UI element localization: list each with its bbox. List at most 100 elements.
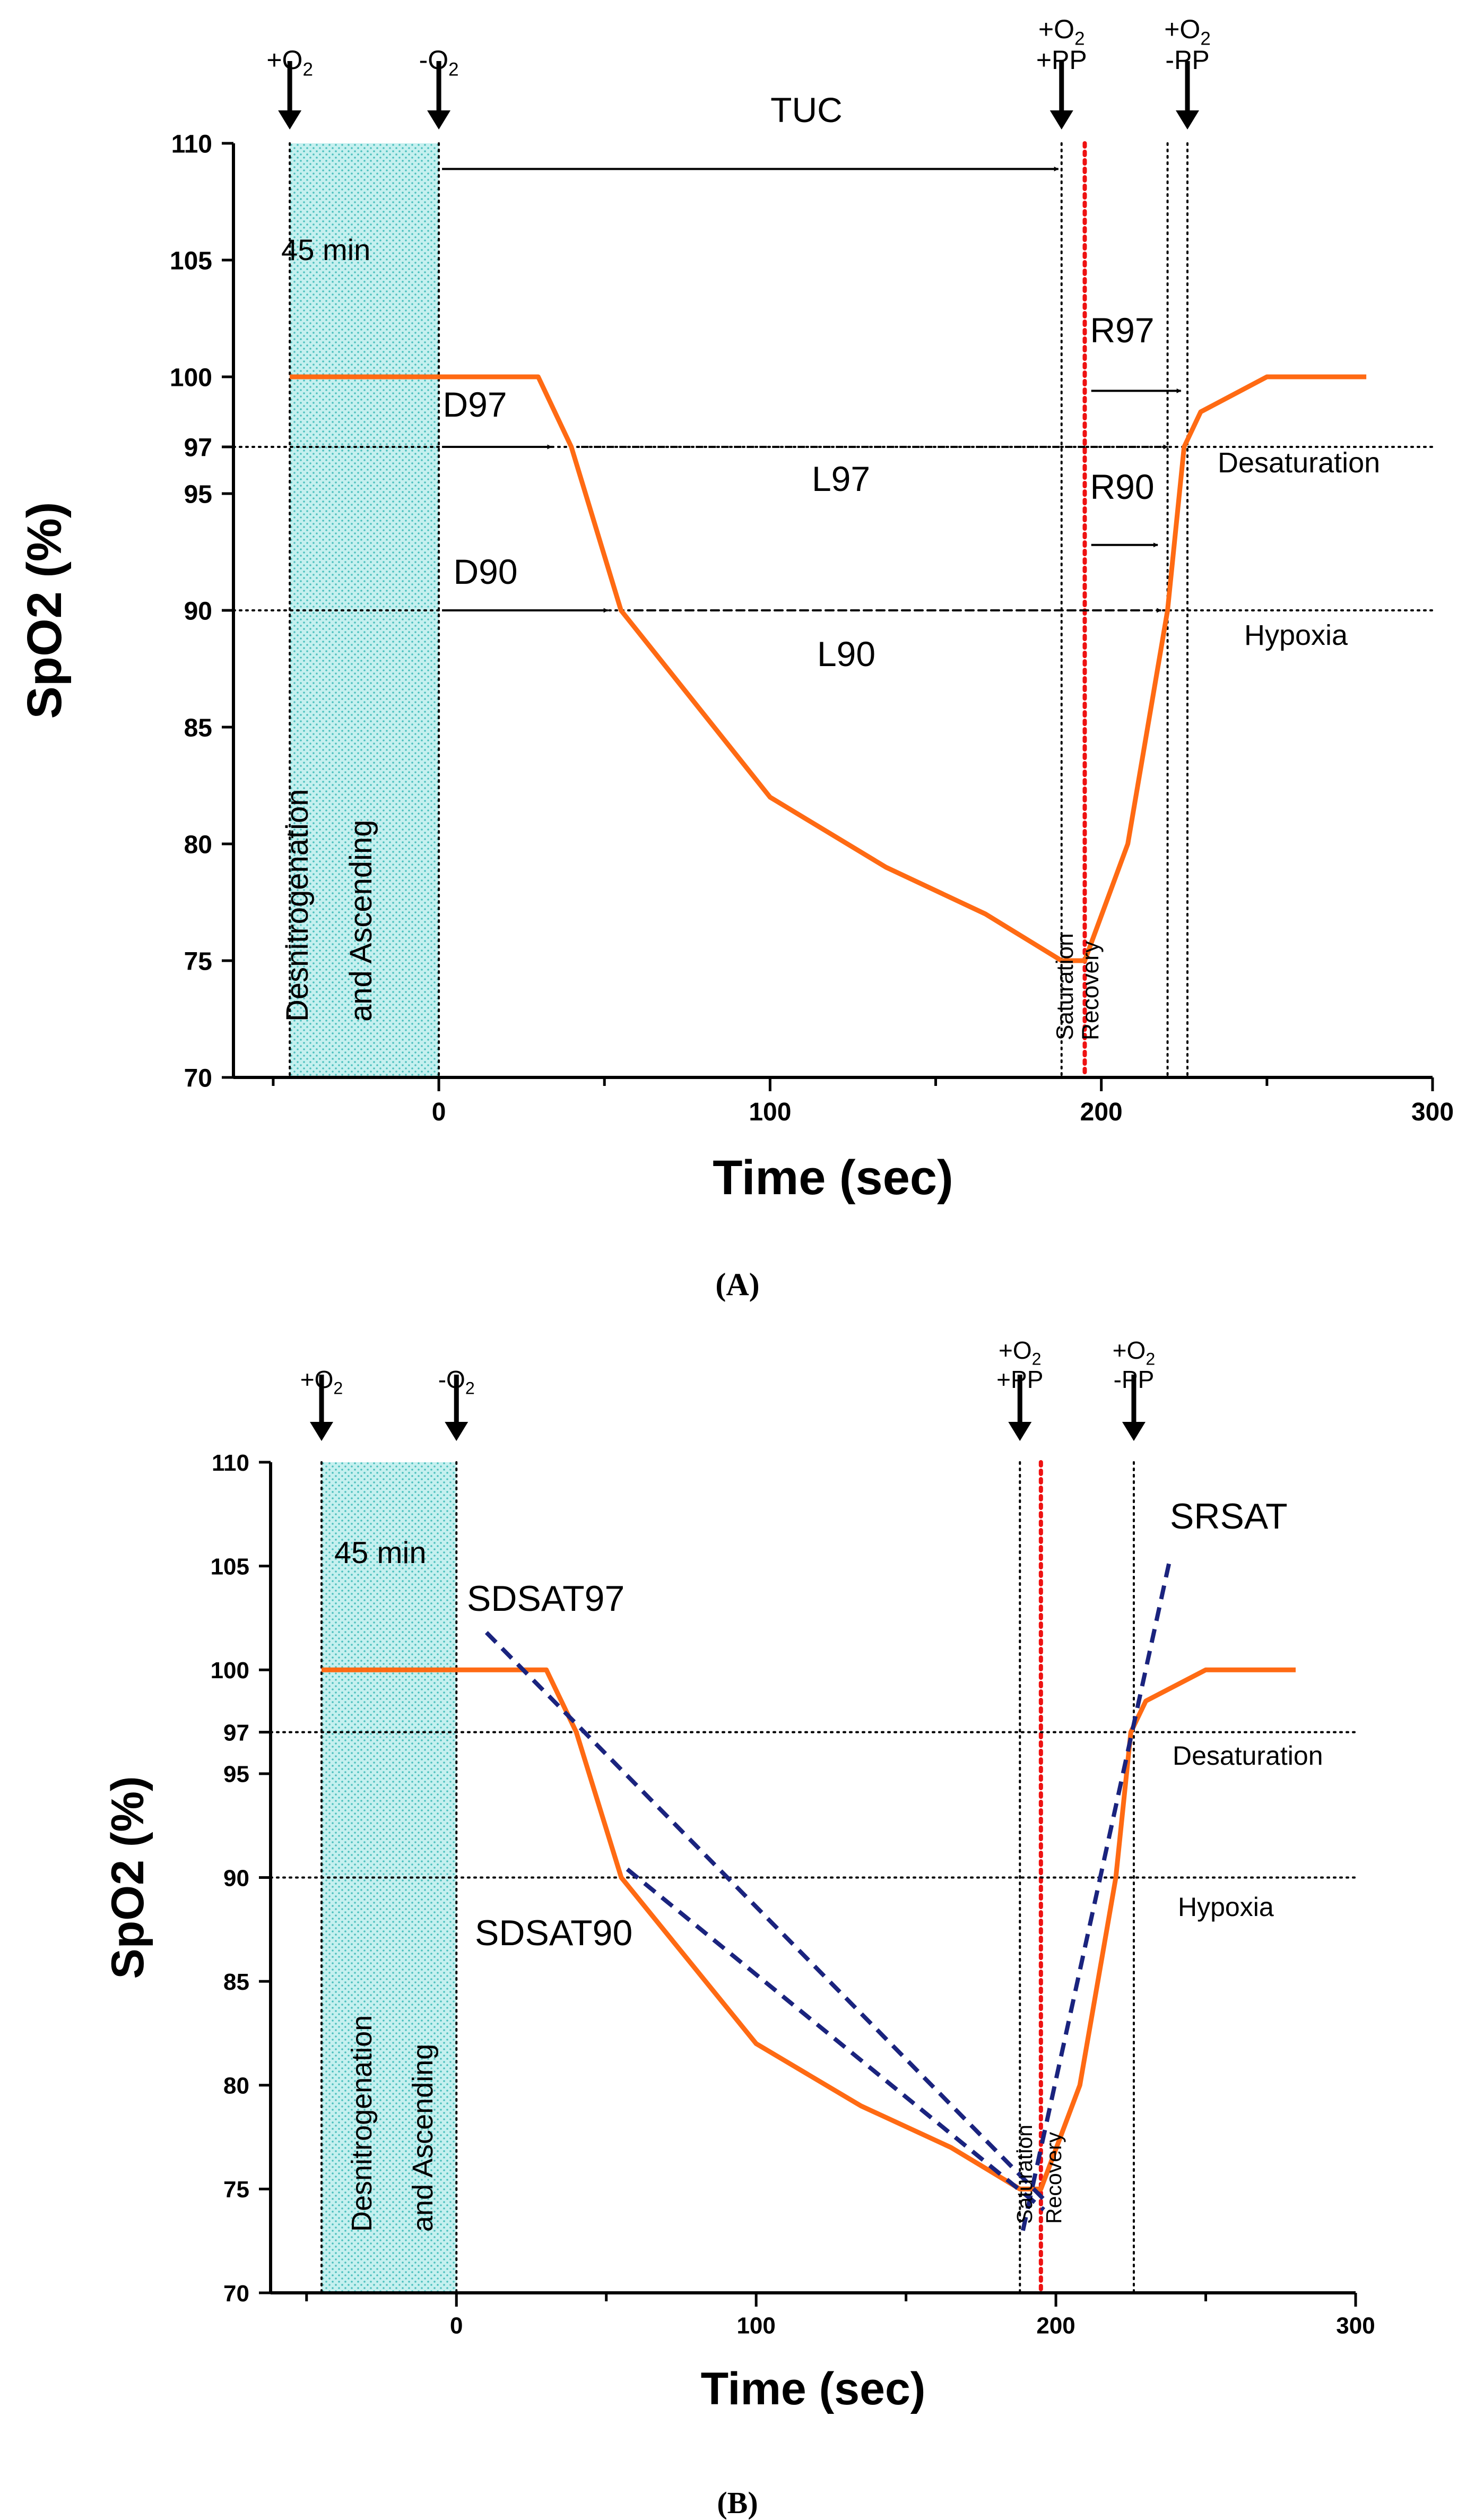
- panel-a-marker-label-0: +O2: [266, 45, 313, 80]
- panel-a-ytick-label-110: 110: [171, 130, 212, 158]
- panel-b-ytick-label-97: 97: [223, 1720, 249, 1746]
- panel-b-y-axis-title: SpO2 (%): [102, 1776, 153, 1979]
- panel-a-hline-label-hypoxia: Hypoxia: [1244, 619, 1348, 651]
- panel-a-ytick-label-95: 95: [184, 480, 212, 508]
- panel-b-marker-label-sub-0: 2: [333, 1379, 343, 1398]
- panel-a-marker-label-sub-1: 2: [448, 59, 458, 80]
- panel-b-hline-label-hypoxia: Hypoxia: [1178, 1892, 1274, 1922]
- panel-a-marker-2: +O2+PP: [1036, 14, 1087, 130]
- panel-a-interval-label-tuc: TUC: [770, 90, 843, 130]
- panel-b-marker-arrowhead-1: [445, 1422, 468, 1441]
- panel-b-fit-lines-layer: [484, 1559, 1172, 2231]
- panel-b-fit-srsat: [1021, 1559, 1172, 2231]
- panel-b-marker-label-o-2: +O: [999, 1336, 1032, 1364]
- panel-a-interval-label-r90: R90: [1090, 467, 1154, 506]
- panel-a-marker-arrowhead-0: [278, 110, 302, 130]
- panel-b-marker-arrowhead-0: [310, 1422, 334, 1441]
- panel-a-xtick-label-200: 200: [1080, 1098, 1123, 1126]
- panel-a-marker-label-o-2: +O: [1038, 14, 1074, 44]
- panel-b-marker-label-o-0: +O: [300, 1366, 334, 1393]
- panel-b-ytick-label-75: 75: [223, 2177, 249, 2203]
- panel-b-marker-label-1: -O2: [438, 1366, 475, 1398]
- panel-b-ytick-label-105: 105: [211, 1554, 249, 1580]
- panel-b-ytick-label-100: 100: [211, 1658, 249, 1684]
- panel-a-ytick-label-75: 75: [184, 947, 212, 976]
- panel-b-marker-label-o-1: -O: [438, 1366, 465, 1393]
- panel-b-ytick-label-85: 85: [223, 1969, 249, 1995]
- panel-a-marker-3: +O2-PP: [1164, 14, 1211, 130]
- panel-a-markers-layer: +O2 -O2+O2+PP+O2-PP: [266, 14, 1211, 130]
- panel-b-marker-label-2: +O2: [999, 1336, 1042, 1369]
- panel-b: 70 75 80 85 90 95 97 100 105 110 0 100 200 300 Time (s…: [102, 1336, 1375, 2520]
- panel-a-xtick-label-300: 300: [1411, 1098, 1454, 1126]
- panel-a-marker-0: +O2: [266, 45, 313, 130]
- panel-a-marker-label-2: +O2: [1038, 14, 1085, 49]
- panel-b-marker-0: +O2: [300, 1366, 343, 1441]
- panel-a-text-layer: Desaturation Hypoxia TUC D97 L97 D90 L90 R97 R90…: [280, 90, 1380, 1040]
- panel-b-marker-2: +O2+PP: [996, 1336, 1043, 1441]
- panel-b-shaded-region: [322, 1462, 457, 2293]
- panel-a-ytick-label-80: 80: [184, 831, 212, 859]
- panel-a-xtick-label-0: 0: [432, 1098, 446, 1126]
- panel-a-ytick-label-90: 90: [184, 597, 212, 625]
- panel-a-marker-label-sub-0: 2: [302, 59, 313, 80]
- panel-a-marker-label-o-1: -O: [419, 45, 449, 75]
- panel-b-marker-label-o-3: +O: [1113, 1336, 1146, 1364]
- panel-b-shaded-region-layer: [322, 1462, 457, 2293]
- panel-a-shade-label-top: 45 min: [281, 233, 370, 266]
- panel-b-shade-label-top: 45 min: [334, 1536, 426, 1570]
- panel-b-series-spo2: [322, 1667, 1296, 2191]
- panel-b-axes-layer: 70 75 80 85 90 95 97 100 105 110 0 100 200 300 Time (s…: [102, 1450, 1375, 2414]
- panel-b-ytick-label-110: 110: [212, 1450, 249, 1476]
- panel-a-marker-arrowhead-2: [1049, 110, 1073, 130]
- panel-a-marker-label-o-0: +O: [266, 45, 302, 75]
- panel-b-marker-label-sub-3: 2: [1146, 1350, 1155, 1369]
- panel-a-y-axis-title: SpO2 (%): [18, 502, 72, 719]
- panel-b-shade-label-vertical-0: Desnitrogenation: [346, 2015, 378, 2232]
- panel-a-marker-arrowhead-3: [1176, 110, 1200, 130]
- panel-b-marker-arrowhead-3: [1122, 1422, 1146, 1441]
- panel-b-xtick-label-100: 100: [736, 2313, 775, 2339]
- panel-b-hline-label-desaturation: Desaturation: [1173, 1741, 1323, 1771]
- panel-b-annotation-recovery: Recovery: [1042, 2131, 1066, 2224]
- panel-a-marker-1: -O2: [419, 45, 459, 130]
- panel-b-marker-1: -O2: [438, 1366, 475, 1441]
- panel-a-interval-label-d90: D90: [453, 552, 517, 591]
- panel-a-shade-label-vertical-0: Desnitrogenation: [280, 789, 315, 1022]
- panel-a-series-layer: [290, 374, 1367, 963]
- panel-a-annotation-recovery: Recovery: [1078, 940, 1104, 1040]
- panel-a-ytick-label-97: 97: [184, 434, 212, 462]
- panel-b-ytick-label-70: 70: [223, 2281, 249, 2307]
- panel-b-fit-label-sdsat97: SDSAT97: [467, 1578, 624, 1619]
- panel-a-intervals-layer: [442, 166, 1182, 613]
- panel-a-interval-label-d97: D97: [442, 385, 507, 424]
- panel-b-x-axis-title: Time (sec): [701, 2363, 926, 2414]
- panel-a-panel-label: (A): [715, 1267, 759, 1302]
- panel-a-shade-label-vertical-1: and Ascending: [344, 819, 378, 1022]
- panel-b-marker-3: +O2-PP: [1113, 1336, 1156, 1441]
- panel-b-fit-label-srsat: SRSAT: [1170, 1496, 1288, 1537]
- panel-b-xtick-label-300: 300: [1336, 2313, 1375, 2339]
- panel-b-marker-label-sub-1: 2: [465, 1379, 475, 1398]
- panel-b-fit-sdsat90: [626, 1867, 1046, 2212]
- panel-b-ytick-label-80: 80: [223, 2073, 249, 2099]
- panel-b-annotation-saturation: Saturation: [1012, 2125, 1037, 2224]
- panel-a-marker-arrowhead-1: [427, 110, 451, 130]
- panel-b-text-layer: Desaturation Hypoxia SDSAT97 SDSAT90 SRSAT 45…: [334, 1496, 1323, 2232]
- panel-a-marker-label-pp-2: +PP: [1036, 45, 1087, 75]
- panel-a-annotation-saturation: Saturation: [1052, 933, 1078, 1040]
- panel-b-shade-label-vertical-1: and Ascending: [407, 2044, 439, 2232]
- panel-a-x-axis-title: Time (sec): [713, 1151, 953, 1205]
- panel-a-interval-label-l90: L90: [817, 634, 875, 674]
- panel-a-interval-label-r97: R97: [1090, 310, 1154, 350]
- panel-a-ytick-label-100: 100: [170, 364, 212, 392]
- panel-b-xtick-label-200: 200: [1036, 2313, 1075, 2339]
- panel-a-hline-label-desaturation: Desaturation: [1218, 447, 1380, 479]
- panel-a-marker-label-sub-3: 2: [1200, 29, 1210, 49]
- panel-a-interval-label-l97: L97: [812, 459, 870, 498]
- panel-b-marker-arrowhead-2: [1008, 1422, 1032, 1441]
- panel-b-marker-label-3: +O2: [1113, 1336, 1156, 1369]
- panel-a-marker-label-o-3: +O: [1164, 14, 1200, 44]
- panel-b-marker-label-pp-2: +PP: [996, 1366, 1043, 1393]
